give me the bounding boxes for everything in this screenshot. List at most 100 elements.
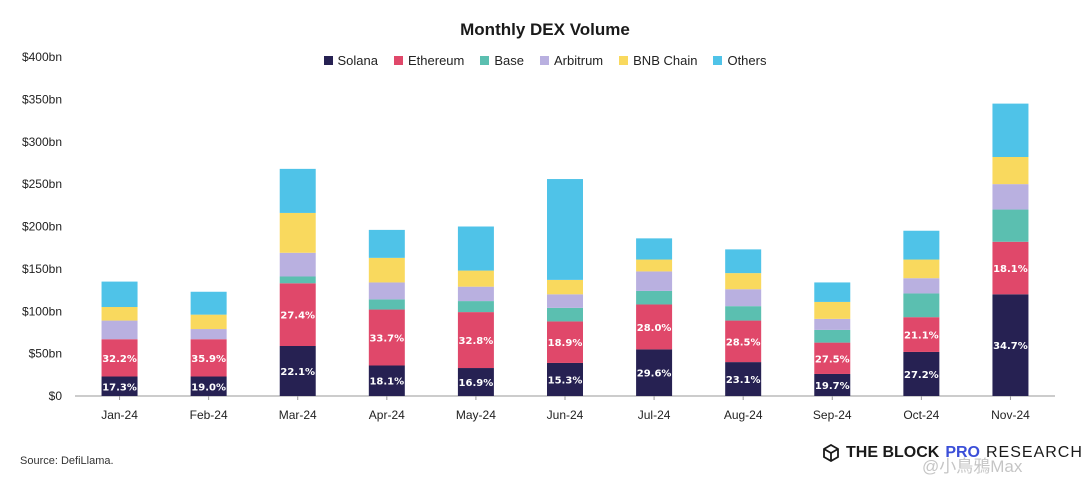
x-tick-label: Aug-24 bbox=[724, 408, 763, 422]
bar-segment-solana bbox=[903, 351, 940, 396]
legend-swatch bbox=[480, 56, 490, 65]
bar-segment-bnb-chain bbox=[992, 157, 1029, 185]
legend-swatch bbox=[540, 56, 550, 65]
y-tick-label: $150bn bbox=[22, 262, 62, 276]
data-label: 15.3% bbox=[548, 375, 583, 386]
bar-segment-bnb-chain bbox=[636, 259, 673, 272]
data-label: 22.1% bbox=[280, 367, 315, 378]
bar-segment-bnb-chain bbox=[725, 273, 762, 290]
x-tick-label: Mar-24 bbox=[279, 408, 317, 422]
chart-title: Monthly DEX Volume bbox=[460, 20, 630, 39]
bar-segment-arbitrum bbox=[636, 271, 673, 291]
chart-plot: $0 $50bn $100bn $150bn $200bn $250bn $300bn $35… bbox=[22, 50, 1055, 422]
bar-segment-bnb-chain bbox=[814, 301, 851, 319]
bar-segment-solana bbox=[279, 345, 316, 396]
y-tick-label: $100bn bbox=[22, 304, 62, 318]
legend-label: Arbitrum bbox=[554, 53, 604, 68]
data-label: 21.1% bbox=[904, 331, 939, 342]
bar-segment-base bbox=[279, 276, 316, 284]
bar-segment-arbitrum bbox=[101, 320, 138, 340]
x-tick-label: Jan-24 bbox=[101, 408, 138, 422]
data-label: 17.3% bbox=[102, 382, 137, 393]
y-tick-label: $350bn bbox=[22, 92, 62, 106]
bar-segment-bnb-chain bbox=[279, 212, 316, 253]
brand-name: THE BLOCK bbox=[846, 444, 940, 461]
y-tick-label: $250bn bbox=[22, 177, 62, 191]
bar-segment-ethereum bbox=[457, 312, 494, 369]
bar-segment-solana bbox=[190, 376, 227, 396]
bar-segment-ethereum bbox=[814, 342, 851, 374]
legend-swatch bbox=[394, 56, 403, 65]
bar-segment-base bbox=[457, 301, 494, 313]
bar-segment-others bbox=[814, 282, 851, 302]
bar-segment-bnb-chain bbox=[190, 314, 227, 330]
bar-segment-bnb-chain bbox=[903, 259, 940, 279]
bar-segment-solana bbox=[368, 365, 405, 396]
bar-segment-base bbox=[368, 299, 405, 310]
bar-segment-others bbox=[636, 238, 673, 260]
bar-segment-base bbox=[992, 209, 1029, 242]
y-tick-label: $50bn bbox=[29, 347, 62, 361]
bar-segment-others bbox=[368, 229, 405, 258]
data-label: 27.2% bbox=[904, 370, 939, 381]
x-tick-label: May-24 bbox=[456, 408, 496, 422]
legend-label: Base bbox=[494, 53, 525, 68]
bar-segment-others bbox=[992, 103, 1029, 158]
legend-item-bnb-chain: BNB Chain bbox=[619, 53, 697, 68]
bar-segment-arbitrum bbox=[190, 329, 227, 340]
brand-research: RESEARCH bbox=[986, 444, 1083, 461]
brand-pro: PRO bbox=[945, 444, 980, 461]
bar-segment-solana bbox=[636, 349, 673, 396]
data-label: 27.5% bbox=[815, 354, 850, 365]
legend-item-ethereum: Ethereum bbox=[394, 53, 464, 68]
source-note: Source: DefiLlama. bbox=[20, 455, 114, 467]
data-label: 32.8% bbox=[459, 336, 494, 347]
legend-item-solana: Solana bbox=[323, 53, 378, 68]
bar-segment-solana bbox=[814, 373, 851, 396]
bar-segment-ethereum bbox=[903, 317, 940, 352]
legend-label: Others bbox=[727, 53, 767, 68]
bar-segment-base bbox=[903, 293, 940, 318]
data-label: 19.0% bbox=[191, 382, 226, 393]
bar-segment-bnb-chain bbox=[547, 279, 583, 295]
data-label: 28.0% bbox=[637, 323, 672, 334]
x-tick-label: Apr-24 bbox=[369, 408, 405, 422]
data-label: 18.1% bbox=[993, 264, 1028, 275]
bar-segment-ethereum bbox=[101, 339, 138, 377]
bar-segment-arbitrum bbox=[814, 318, 851, 330]
data-label: 16.9% bbox=[459, 378, 494, 389]
x-tick-label: Jul-24 bbox=[638, 408, 671, 422]
data-label: 23.1% bbox=[726, 375, 761, 386]
bar-segment-solana bbox=[725, 362, 762, 396]
data-label: 18.9% bbox=[548, 338, 583, 349]
legend-item-others: Others bbox=[713, 53, 766, 68]
data-label: 19.7% bbox=[815, 381, 850, 392]
bar-segment-arbitrum bbox=[279, 252, 316, 277]
x-tick-label: Feb-24 bbox=[190, 408, 228, 422]
bar-segment-others bbox=[279, 168, 316, 213]
bar-segment-base bbox=[636, 290, 673, 305]
data-label: 33.7% bbox=[369, 334, 404, 345]
data-label: 35.9% bbox=[191, 354, 226, 365]
cube-logo-icon bbox=[823, 444, 839, 462]
bar-segment-base bbox=[725, 306, 762, 321]
bar-segment-others bbox=[903, 230, 940, 260]
bar-segment-bnb-chain bbox=[101, 307, 138, 321]
legend-label: BNB Chain bbox=[633, 53, 698, 68]
legend: Solana Ethereum Base Arbitrum BNB Chain Other… bbox=[0, 53, 1090, 68]
data-label: 29.6% bbox=[637, 369, 672, 380]
data-label: 28.5% bbox=[726, 337, 761, 348]
data-label: 34.7% bbox=[993, 341, 1028, 352]
bar-segment-ethereum bbox=[992, 241, 1029, 295]
bar-segment-solana bbox=[992, 294, 1029, 396]
bar-segment-others bbox=[101, 281, 138, 308]
legend-swatch bbox=[713, 56, 723, 65]
bar-segment-ethereum bbox=[725, 320, 762, 363]
bar-segment-bnb-chain bbox=[368, 257, 405, 283]
bar-segment-ethereum bbox=[368, 309, 405, 366]
bar-segment-others bbox=[547, 179, 583, 280]
watermark: @小鳥鴉Max bbox=[922, 457, 1023, 476]
bar-segment-arbitrum bbox=[725, 289, 762, 307]
brand-logo: THE BLOCK PRO RESEARCH bbox=[822, 444, 1083, 462]
bar-segment-solana bbox=[101, 376, 138, 396]
